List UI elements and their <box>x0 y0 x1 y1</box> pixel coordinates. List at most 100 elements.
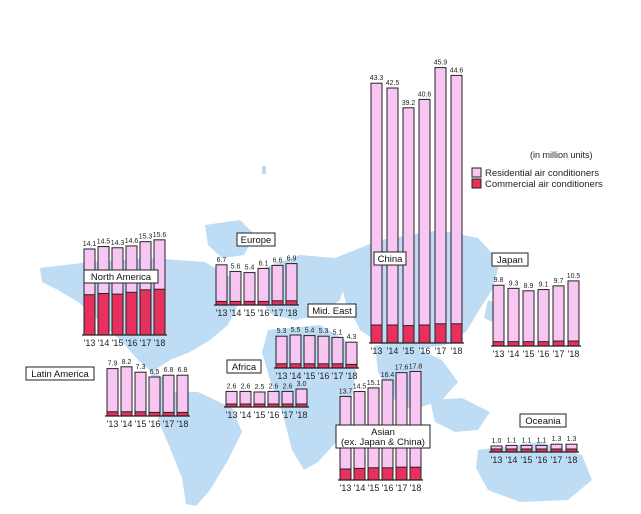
year-label: '13 <box>493 349 505 359</box>
year-label: '17 <box>435 346 447 356</box>
bar-commercial <box>153 288 166 336</box>
year-label: '14 <box>121 419 133 429</box>
value-label: 9.7 <box>554 278 564 285</box>
region-label-box <box>335 424 431 449</box>
value-label: 14.3 <box>111 240 125 247</box>
bar-commercial <box>395 466 408 481</box>
year-label: '18 <box>286 308 298 318</box>
legend: (in million units) Residential air condi… <box>471 150 603 190</box>
value-label: 6.8 <box>164 367 174 374</box>
value-label: 9.8 <box>494 277 504 284</box>
year-label: '15 <box>403 346 415 356</box>
value-label: 1.3 <box>552 436 562 443</box>
year-label: '14 <box>98 338 110 348</box>
value-label: 1.0 <box>492 438 502 445</box>
bar-commercial <box>353 467 366 481</box>
year-label: '14 <box>240 410 252 420</box>
year-label: '16 <box>382 483 394 493</box>
value-label: 13.7 <box>339 388 353 395</box>
bar-commercial <box>386 324 399 344</box>
value-label: 5.4 <box>305 328 315 335</box>
bar-commercial <box>492 341 505 347</box>
bar-commercial <box>367 467 380 481</box>
bar-commercial <box>507 341 520 347</box>
value-label: 1.1 <box>537 437 547 444</box>
year-label: '14 <box>508 349 520 359</box>
value-label: 6.1 <box>259 260 269 267</box>
year-label: '14 <box>387 346 399 356</box>
bar-residential <box>402 107 415 344</box>
small-island <box>262 166 266 174</box>
bar-commercial <box>537 341 550 347</box>
bar-commercial <box>522 341 535 347</box>
asia-landmass <box>335 230 500 350</box>
bar-residential <box>370 82 383 344</box>
legend-swatch-commercial <box>471 178 482 189</box>
region-label-box <box>25 366 95 381</box>
bar-residential <box>492 284 505 347</box>
bar-commercial <box>134 411 147 417</box>
value-label: 2.6 <box>227 383 237 390</box>
value-label: 5.4 <box>245 265 255 272</box>
bar-commercial <box>271 300 284 306</box>
bar-residential <box>215 264 228 306</box>
legend-label-residential: Residential air conditioners <box>485 168 599 179</box>
value-label: 2.6 <box>269 383 279 390</box>
panel-latin-america: 7.9 '13 8.2 '14 7.3 '15 6.5 '16 6.8 '17 6.8 '18 Lati… <box>25 359 190 429</box>
value-label: 7.9 <box>108 361 118 368</box>
bar-commercial <box>552 340 565 347</box>
value-label: 40.6 <box>418 91 432 98</box>
value-label: 45.9 <box>434 60 448 67</box>
year-label: '15 <box>304 371 316 381</box>
bar-commercial <box>289 363 302 369</box>
value-label: 5.6 <box>231 263 241 270</box>
bar-residential <box>522 290 535 347</box>
value-label: 14.5 <box>353 384 367 391</box>
region-label: Mid. East <box>312 306 352 317</box>
value-label: 39.2 <box>402 100 416 107</box>
bar-commercial <box>106 411 119 417</box>
bar-residential <box>229 270 242 306</box>
panel-europe: 6.7 '13 5.6 '14 5.4 '15 6.1 '16 6.6 '17 6.9 '18 Euro… <box>214 232 299 318</box>
bar-residential <box>567 280 580 347</box>
bar-residential <box>106 368 119 417</box>
value-label: 8.2 <box>122 359 132 366</box>
greenland-landmass <box>205 220 255 258</box>
year-label: '15 <box>112 338 124 348</box>
value-label: 42.5 <box>386 80 400 87</box>
bar-residential <box>285 263 298 306</box>
value-label: 5.3 <box>319 328 329 335</box>
panel-africa: 2.6 '13 2.6 '14 2.5 '15 2.6 '16 2.6 '17 3.0 '18 Afri… <box>224 359 309 420</box>
year-label: '18 <box>296 410 308 420</box>
value-label: 10.5 <box>567 273 581 280</box>
year-label: '17 <box>396 483 408 493</box>
value-label: 6.8 <box>178 367 188 374</box>
value-label: 14.6 <box>125 238 139 245</box>
bar-residential <box>275 335 288 369</box>
bar-residential <box>507 287 520 347</box>
bar-commercial <box>381 467 394 481</box>
year-label: '15 <box>521 455 533 465</box>
value-label: 5.3 <box>277 328 287 335</box>
year-label: '16 <box>536 455 548 465</box>
bar-residential <box>134 371 147 417</box>
value-label: 8.9 <box>524 283 534 290</box>
region-label: North America <box>91 272 152 283</box>
bar-residential <box>271 264 284 306</box>
value-label: 3.0 <box>297 381 307 388</box>
bar-commercial <box>139 289 152 336</box>
value-label: 6.5 <box>150 369 160 376</box>
year-label: '17 <box>282 410 294 420</box>
year-label: '16 <box>419 346 431 356</box>
value-label: 15.1 <box>367 380 381 387</box>
bar-residential <box>243 272 256 306</box>
year-label: '13 <box>107 419 119 429</box>
year-label: '17 <box>140 338 152 348</box>
value-label: 2.6 <box>283 383 293 390</box>
year-label: '15 <box>523 349 535 359</box>
year-label: '16 <box>318 371 330 381</box>
bar-residential <box>289 334 302 369</box>
region-label: Europe <box>241 235 272 246</box>
value-label: 14.1 <box>83 241 97 248</box>
